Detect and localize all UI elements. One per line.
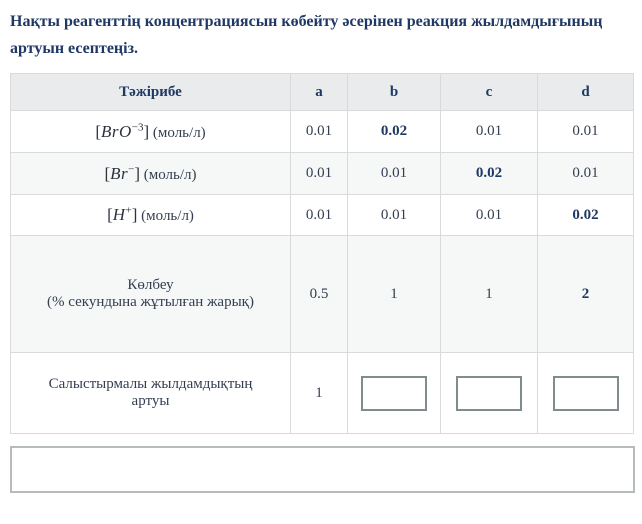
h-value-c: 0.01 xyxy=(440,194,538,236)
header-experiment: Тәжірибе xyxy=(10,73,291,111)
slope-value-a: 0.5 xyxy=(290,235,348,353)
relative-rate-cell-d xyxy=(537,352,634,434)
bro3-value-d: 0.01 xyxy=(537,110,634,153)
relative-rate-input-b[interactable] xyxy=(361,375,427,411)
bro3-value-b: 0.02 xyxy=(347,110,441,153)
relative-rate-input-d[interactable] xyxy=(552,375,619,411)
experiment-table: Тәжірибе a b c d [BrO−3] (моль/л) 0.01 0… xyxy=(10,73,634,434)
bro3-value-c: 0.01 xyxy=(440,110,538,153)
header-col-d: d xyxy=(537,73,634,111)
relative-rate-input-c[interactable] xyxy=(456,375,522,411)
br-value-b: 0.01 xyxy=(347,152,441,195)
h-unit: (моль/л) xyxy=(141,208,194,224)
br-unit: (моль/л) xyxy=(143,166,197,183)
table-row-bro3: [BrO−3] (моль/л) 0.01 0.02 0.01 0.01 xyxy=(10,110,634,153)
br-formula: [Br−] xyxy=(104,162,141,183)
row-label-h: [H+] (моль/л) xyxy=(10,194,291,236)
row-label-bro3: [BrO−3] (моль/л) xyxy=(10,110,291,153)
table-row-h: [H+] (моль/л) 0.01 0.01 0.01 0.02 xyxy=(10,194,634,236)
header-col-a: a xyxy=(290,73,348,111)
answer-input[interactable] xyxy=(10,446,635,493)
table-row-slope: Көлбеу (% секундына жұтылған жарық) 0.5 … xyxy=(10,235,634,353)
row-label-slope: Көлбеу (% секундына жұтылған жарық) xyxy=(10,235,291,353)
slope-label-line1: Көлбеу xyxy=(127,277,174,293)
header-col-c: c xyxy=(440,73,538,111)
relative-rate-cell-c xyxy=(440,352,538,434)
slope-value-c: 1 xyxy=(440,235,538,353)
slope-value-d: 2 xyxy=(537,235,634,353)
relative-rate-value-a: 1 xyxy=(290,352,348,434)
br-value-c: 0.02 xyxy=(440,152,538,195)
bro3-unit: (моль/л) xyxy=(152,124,206,141)
h-value-b: 0.01 xyxy=(347,194,441,236)
table-header-row: Тәжірибе a b c d xyxy=(10,73,634,111)
h-formula: [H+] xyxy=(107,204,138,224)
br-value-a: 0.01 xyxy=(290,152,348,195)
bro3-value-a: 0.01 xyxy=(290,110,348,153)
table-row-br: [Br−] (моль/л) 0.01 0.01 0.02 0.01 xyxy=(10,152,634,195)
relative-rate-label: Салыстырмалы жылдамдықтың артуы xyxy=(48,376,253,409)
h-value-a: 0.01 xyxy=(290,194,348,236)
table-row-relative-rate: Салыстырмалы жылдамдықтың артуы 1 xyxy=(10,352,634,434)
slope-label-line2: (% секундына жұтылған жарық) xyxy=(47,294,254,310)
h-value-d: 0.02 xyxy=(537,194,634,236)
row-label-relative-rate: Салыстырмалы жылдамдықтың артуы xyxy=(10,352,291,434)
question-title: Нақты реагенттің концентрациясын көбейту… xyxy=(10,13,603,57)
slope-value-b: 1 xyxy=(347,235,441,353)
bro3-formula: [BrO−3] xyxy=(95,120,150,141)
row-label-br: [Br−] (моль/л) xyxy=(10,152,291,195)
relative-rate-cell-b xyxy=(347,352,441,434)
header-col-b: b xyxy=(347,73,441,111)
br-value-d: 0.01 xyxy=(537,152,634,195)
